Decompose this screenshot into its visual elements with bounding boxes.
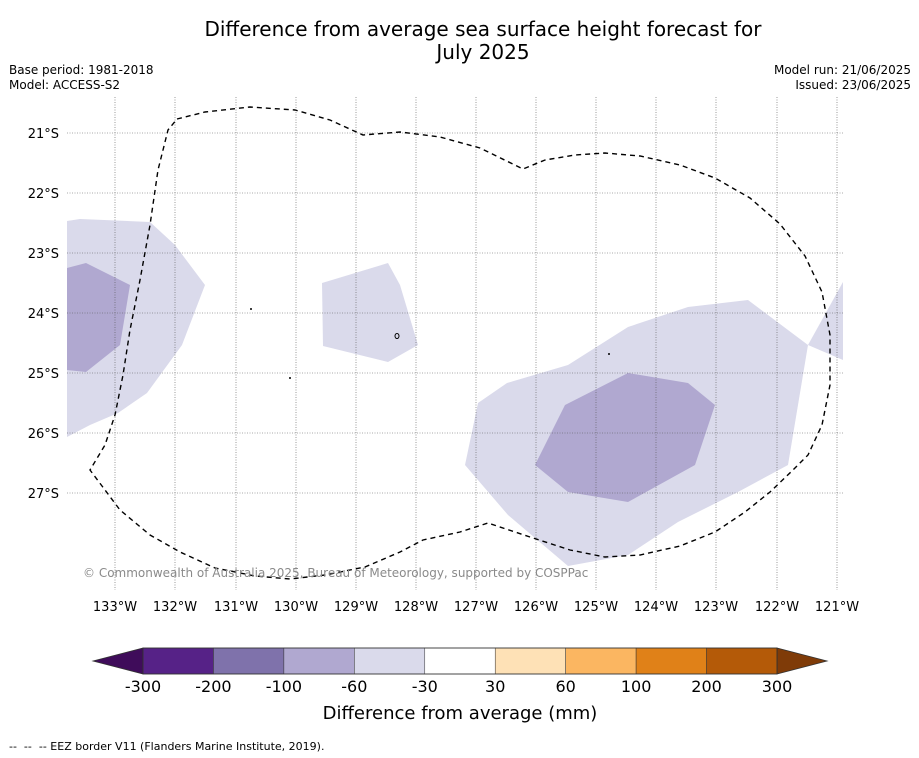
- colorbar-tick-label: -200: [195, 677, 231, 696]
- colorbar-tick-label: -60: [341, 677, 367, 696]
- lon-label: 132°W: [153, 600, 197, 615]
- colorbar-segment: [424, 647, 496, 675]
- anomaly-shading: [67, 219, 843, 566]
- colorbar-tick-label: -30: [412, 677, 438, 696]
- model-name: Model: ACCESS-S2: [9, 78, 121, 92]
- colorbar-extend-right: [776, 647, 829, 675]
- lon-label: 125°W: [574, 600, 618, 615]
- colorbar-ticks: -300 -200 -100 -60 -30 30 60 100 200 300: [125, 677, 792, 696]
- colorbar-tick-label: -300: [125, 677, 161, 696]
- copyright-notice: © Commonwealth of Australia 2025, Bureau…: [83, 566, 588, 580]
- island-dot: [608, 353, 610, 355]
- island-outline: [394, 333, 400, 339]
- model-run: Model run: 21/06/2025: [773, 63, 911, 77]
- colorbar-segment: [142, 647, 214, 675]
- colorbar-segments: [142, 647, 778, 675]
- latitude-labels: 21°S 22°S 23°S 24°S 25°S 26°S 27°S: [28, 127, 59, 502]
- lon-label: 131°W: [214, 600, 258, 615]
- title-line-2: July 2025: [436, 40, 530, 64]
- lon-label: 130°W: [274, 600, 318, 615]
- colorbar-outline: [142, 647, 778, 675]
- lon-label: 128°W: [394, 600, 438, 615]
- anomaly-region-center-light: [322, 263, 418, 362]
- colorbar-segment: [354, 647, 426, 675]
- colorbar-segment: [283, 647, 355, 675]
- lon-label: 124°W: [634, 600, 678, 615]
- lon-label: 122°W: [755, 600, 799, 615]
- colorbar-tick-label: 100: [621, 677, 652, 696]
- colorbar-segment: [635, 647, 707, 675]
- title-line-1: Difference from average sea surface heig…: [204, 17, 762, 41]
- meta-right: Model run: 21/06/2025 Issued: 23/06/2025: [774, 63, 911, 93]
- colorbar-segment: [706, 647, 778, 675]
- map-plot-area: © Commonwealth of Australia 2025, Bureau…: [67, 97, 843, 590]
- colorbar-title: Difference from average (mm): [323, 703, 598, 724]
- gridlines: [67, 97, 843, 590]
- colorbar-extend-left: [91, 647, 144, 675]
- colorbar: -300 -200 -100 -60 -30 30 60 100 200 300 Differen…: [91, 647, 829, 724]
- lat-label: 22°S: [28, 187, 59, 202]
- colorbar-tick-label: 300: [762, 677, 793, 696]
- eez-legend-note: -- -- -- EEZ border V11 (Flanders Marine…: [9, 740, 325, 753]
- lon-label: 126°W: [514, 600, 558, 615]
- lon-label: 133°W: [93, 600, 137, 615]
- lat-label: 26°S: [28, 427, 59, 442]
- lon-label: 129°W: [334, 600, 378, 615]
- anomaly-region-west-medium: [67, 263, 130, 372]
- lon-label: 123°W: [694, 600, 738, 615]
- colorbar-segment: [494, 647, 566, 675]
- lat-label: 27°S: [28, 487, 59, 502]
- meta-left: Base period: 1981-2018 Model: ACCESS-S2: [9, 63, 154, 93]
- anomaly-region-east-medium: [535, 373, 715, 502]
- colorbar-tick-label: 30: [485, 677, 505, 696]
- lat-label: 21°S: [28, 127, 59, 142]
- longitude-labels: 133°W 132°W 131°W 130°W 129°W 128°W 127°…: [93, 600, 859, 615]
- eez-border: [89, 106, 831, 580]
- colorbar-tick-label: 200: [691, 677, 722, 696]
- map-title: Difference from average sea surface heig…: [0, 18, 919, 64]
- issued-date: Issued: 23/06/2025: [795, 78, 911, 92]
- anomaly-region-far-east-light: [808, 282, 843, 360]
- lat-label: 24°S: [28, 307, 59, 322]
- island-dot: [289, 377, 291, 379]
- lat-label: 25°S: [28, 367, 59, 382]
- colorbar-segment: [565, 647, 637, 675]
- islands: [250, 308, 610, 379]
- colorbar-tick-label: -100: [266, 677, 302, 696]
- island-dot: [250, 308, 252, 310]
- lon-label: 121°W: [815, 600, 859, 615]
- lat-label: 23°S: [28, 247, 59, 262]
- colorbar-tick-label: 60: [555, 677, 575, 696]
- base-period: Base period: 1981-2018: [9, 63, 154, 77]
- colorbar-segment: [213, 647, 285, 675]
- lon-label: 127°W: [454, 600, 498, 615]
